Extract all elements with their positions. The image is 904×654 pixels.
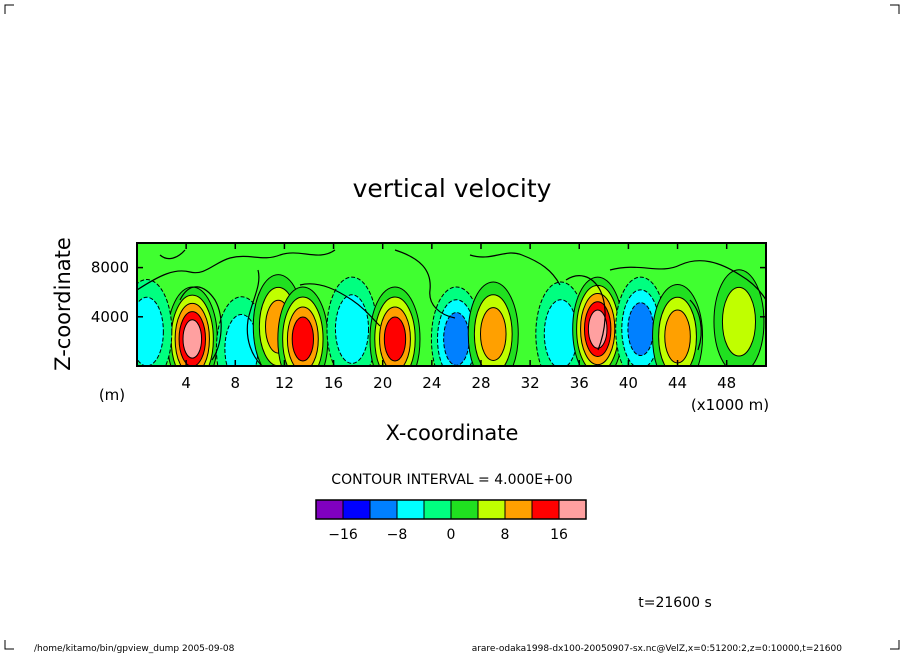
contour-line (246, 269, 263, 366)
x-tick-label: 24 (422, 374, 441, 392)
x-axis-label: X-coordinate (386, 421, 519, 445)
footer-right: arare-odaka1998-dx100-20050907-sx.nc@Vel… (472, 644, 843, 654)
contour-feature (369, 286, 421, 366)
contour-interval-text: CONTOUR INTERVAL = 4.000E+00 (331, 472, 572, 488)
colorbar-tick-label: 8 (501, 527, 510, 543)
contour-line (159, 249, 186, 260)
colorbar-swatch (369, 499, 398, 520)
colorbar-swatch (315, 499, 344, 520)
contour-band (383, 316, 407, 362)
contour-feature (467, 281, 519, 366)
crop-mark-bottom-left (4, 640, 14, 650)
x-tick-label: 16 (324, 374, 343, 392)
x-axis-ticks: 4 8 12 16 20 24 28 32 36 40 44 48 (181, 243, 736, 392)
colorbar-swatch (396, 499, 425, 520)
contour-band (182, 319, 203, 359)
x-axis-unit: (x1000 m) (691, 396, 769, 414)
contour-line (394, 249, 456, 319)
y-axis-ticks: 4000 8000 (91, 259, 766, 326)
contour-line (179, 286, 222, 361)
contour-feature (137, 279, 173, 366)
colorbar-swatch (531, 499, 560, 520)
x-tick-label: 12 (275, 374, 294, 392)
contour-feature (166, 286, 218, 366)
contour-line (469, 252, 561, 286)
x-tick-label: 48 (717, 374, 736, 392)
contour-feature (615, 276, 667, 366)
contour-feature (430, 286, 482, 366)
x-tick-label: 32 (521, 374, 540, 392)
contour-line (689, 299, 702, 351)
y-axis-unit: (m) (99, 386, 125, 404)
contour-feature (652, 283, 704, 366)
colorbar: −16 −8 0 8 16 (315, 499, 587, 543)
colorbar-swatch (477, 499, 506, 520)
y-tick-label: 4000 (91, 308, 129, 326)
colorbar-swatch (504, 499, 533, 520)
colorbar-swatch (423, 499, 452, 520)
x-tick-label: 36 (570, 374, 589, 392)
colorbar-frame (315, 499, 587, 520)
crop-mark-bottom-right (890, 640, 900, 650)
contour-band (443, 311, 470, 366)
crop-mark-top-left (4, 4, 14, 14)
colorbar-tick-label: 16 (550, 527, 568, 543)
x-tick-label: 20 (373, 374, 392, 392)
contour-band (334, 294, 370, 364)
colorbar-swatch (342, 499, 371, 520)
x-tick-label: 44 (668, 374, 687, 392)
colorbar-swatch (450, 499, 479, 520)
footer-left: /home/kitamo/bin/gpview_dump 2005-09-08 (34, 644, 235, 654)
crop-mark-top-right (890, 4, 900, 14)
colorbar-swatch (558, 499, 587, 520)
contour-band (137, 296, 164, 366)
x-tick-label: 4 (181, 374, 191, 392)
decorative-contour-lines (137, 249, 766, 366)
colorbar-tick-label: −16 (328, 527, 358, 543)
x-tick-label: 40 (619, 374, 638, 392)
contour-fill (137, 269, 765, 366)
colorbar-tick-label: −8 (387, 527, 408, 543)
y-tick-label: 8000 (91, 259, 129, 277)
contour-band (664, 309, 691, 364)
time-label: t=21600 s (638, 595, 712, 611)
contour-line (137, 249, 336, 291)
contour-band (479, 307, 507, 361)
x-tick-label: 8 (231, 374, 241, 392)
contour-band (291, 316, 315, 362)
contour-line (299, 283, 381, 327)
contour-band (627, 302, 654, 357)
plot-frame (136, 242, 767, 367)
x-tick-label: 28 (471, 374, 490, 392)
crop-marks (4, 4, 900, 650)
contour-line (609, 260, 766, 301)
chart-title: vertical velocity (353, 174, 552, 203)
contour-feature (713, 269, 765, 366)
contour-band (721, 286, 757, 357)
colorbar-tick-label: 0 (447, 527, 456, 543)
contour-line (565, 275, 606, 351)
y-axis-label: Z-coordinate (51, 237, 75, 371)
contour-feature (277, 286, 329, 366)
